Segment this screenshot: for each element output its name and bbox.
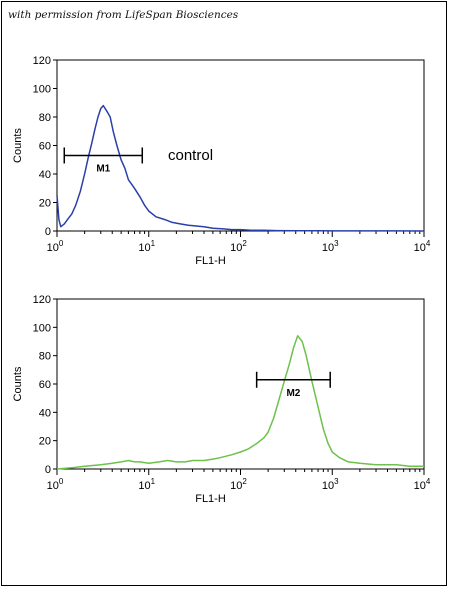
y-tick-label: 100	[33, 84, 51, 96]
y-tick-label: 60	[39, 141, 51, 153]
plot-frame	[56, 59, 425, 232]
x-tick-label: 102	[230, 477, 247, 492]
x-tick-label: 101	[138, 239, 155, 254]
y-tick-label: 20	[39, 198, 51, 210]
y-tick-label: 80	[39, 351, 51, 363]
x-axis-label: FL1-H	[195, 493, 226, 505]
x-tick-label: 104	[414, 477, 431, 492]
x-tick-label: 101	[138, 477, 155, 492]
x-tick-label: 100	[47, 239, 64, 254]
y-axis-label: Counts	[12, 366, 24, 401]
x-tick-label: 100	[47, 477, 64, 492]
annotation-label: control	[168, 147, 213, 164]
y-tick-label: 60	[39, 379, 51, 391]
x-tick-label: 104	[414, 239, 431, 254]
marker-label: M2	[286, 388, 300, 399]
marker-label: M1	[96, 163, 110, 174]
x-axis-label: FL1-H	[195, 255, 226, 267]
y-tick-label: 120	[33, 55, 51, 67]
plot-frame	[56, 298, 425, 470]
x-tick-label: 103	[322, 477, 339, 492]
y-tick-label: 0	[45, 226, 51, 238]
credit-text: with permission from LifeSpan Bioscience…	[8, 9, 239, 21]
histogram-panel-1: 0 20 40 60 80 100 120 100 101 102 103 104 FL1-H Count…	[12, 55, 431, 267]
y-tick-label: 100	[33, 322, 51, 334]
y-tick-label: 80	[39, 112, 51, 124]
histogram-line-1	[56, 335, 424, 470]
y-tick-label: 20	[39, 436, 51, 448]
x-tick-label: 102	[230, 239, 247, 254]
y-tick-label: 40	[39, 169, 51, 181]
y-tick-label: 0	[45, 464, 51, 476]
y-tick-label: 40	[39, 407, 51, 419]
histogram-panel-2: 0 20 40 60 80 100 120 100 101 102 103 104 FL1-H Count…	[12, 294, 431, 505]
histogram-line-1	[56, 104, 425, 232]
x-tick-label: 103	[322, 239, 339, 254]
y-axis-label: Counts	[12, 128, 24, 163]
y-tick-label: 120	[33, 294, 51, 306]
